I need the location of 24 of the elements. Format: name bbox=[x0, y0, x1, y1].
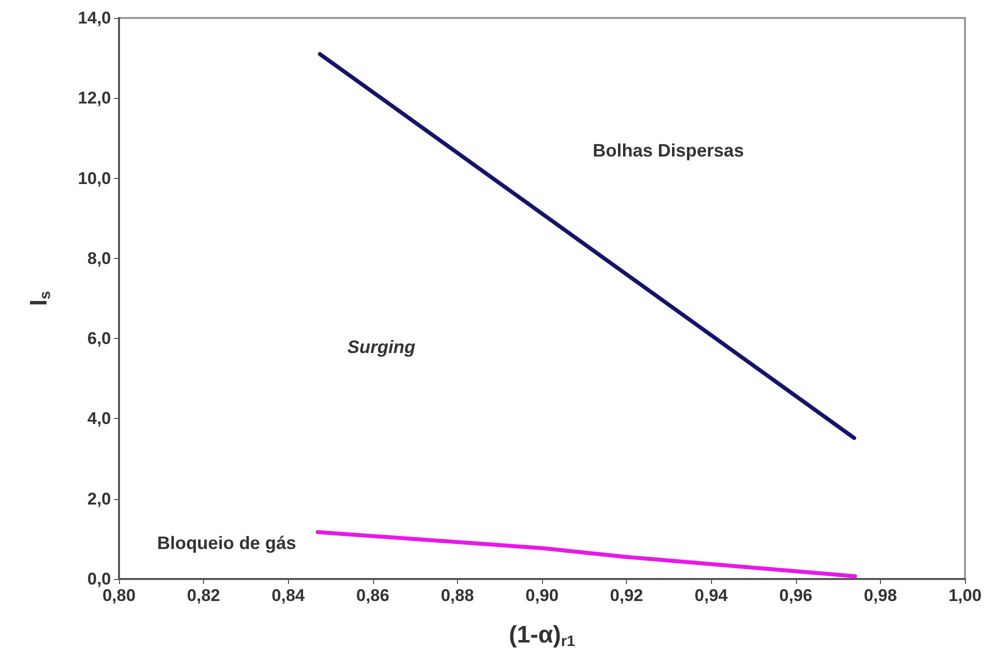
x-tick-label: 0,94 bbox=[694, 586, 728, 605]
annotation: Bolhas Dispersas bbox=[592, 140, 744, 160]
y-tick-label: 14,0 bbox=[78, 8, 111, 28]
y-tick-label: 2,0 bbox=[87, 489, 111, 508]
y-tick-label: 4,0 bbox=[87, 409, 111, 428]
x-tick-label: 0,92 bbox=[610, 586, 644, 605]
y-tick-label: 12,0 bbox=[78, 88, 111, 108]
annotation: Surging bbox=[347, 336, 416, 357]
x-tick-label: 0,80 bbox=[102, 586, 136, 605]
x-tick-label: 0,88 bbox=[440, 586, 474, 605]
y-tick-label: 6,0 bbox=[87, 329, 111, 348]
y-tick-label: 8,0 bbox=[87, 248, 111, 268]
x-tick-label: 0,90 bbox=[525, 586, 559, 605]
annotation: Bloqueio de gás bbox=[157, 533, 296, 554]
y-tick-label: 0,0 bbox=[87, 570, 111, 588]
y-axis-title: Is bbox=[26, 290, 54, 306]
x-tick-label: 0,96 bbox=[779, 586, 812, 605]
x-tick-label: 0,98 bbox=[864, 586, 897, 605]
x-tick-label: 0,82 bbox=[187, 586, 220, 605]
line-series bbox=[316, 530, 858, 578]
x-tick-label: 1,00 bbox=[948, 586, 982, 605]
x-tick-label: 0,84 bbox=[272, 586, 306, 605]
x-tick-label: 0,86 bbox=[356, 586, 390, 605]
y-tick-label: 10,0 bbox=[78, 168, 111, 188]
